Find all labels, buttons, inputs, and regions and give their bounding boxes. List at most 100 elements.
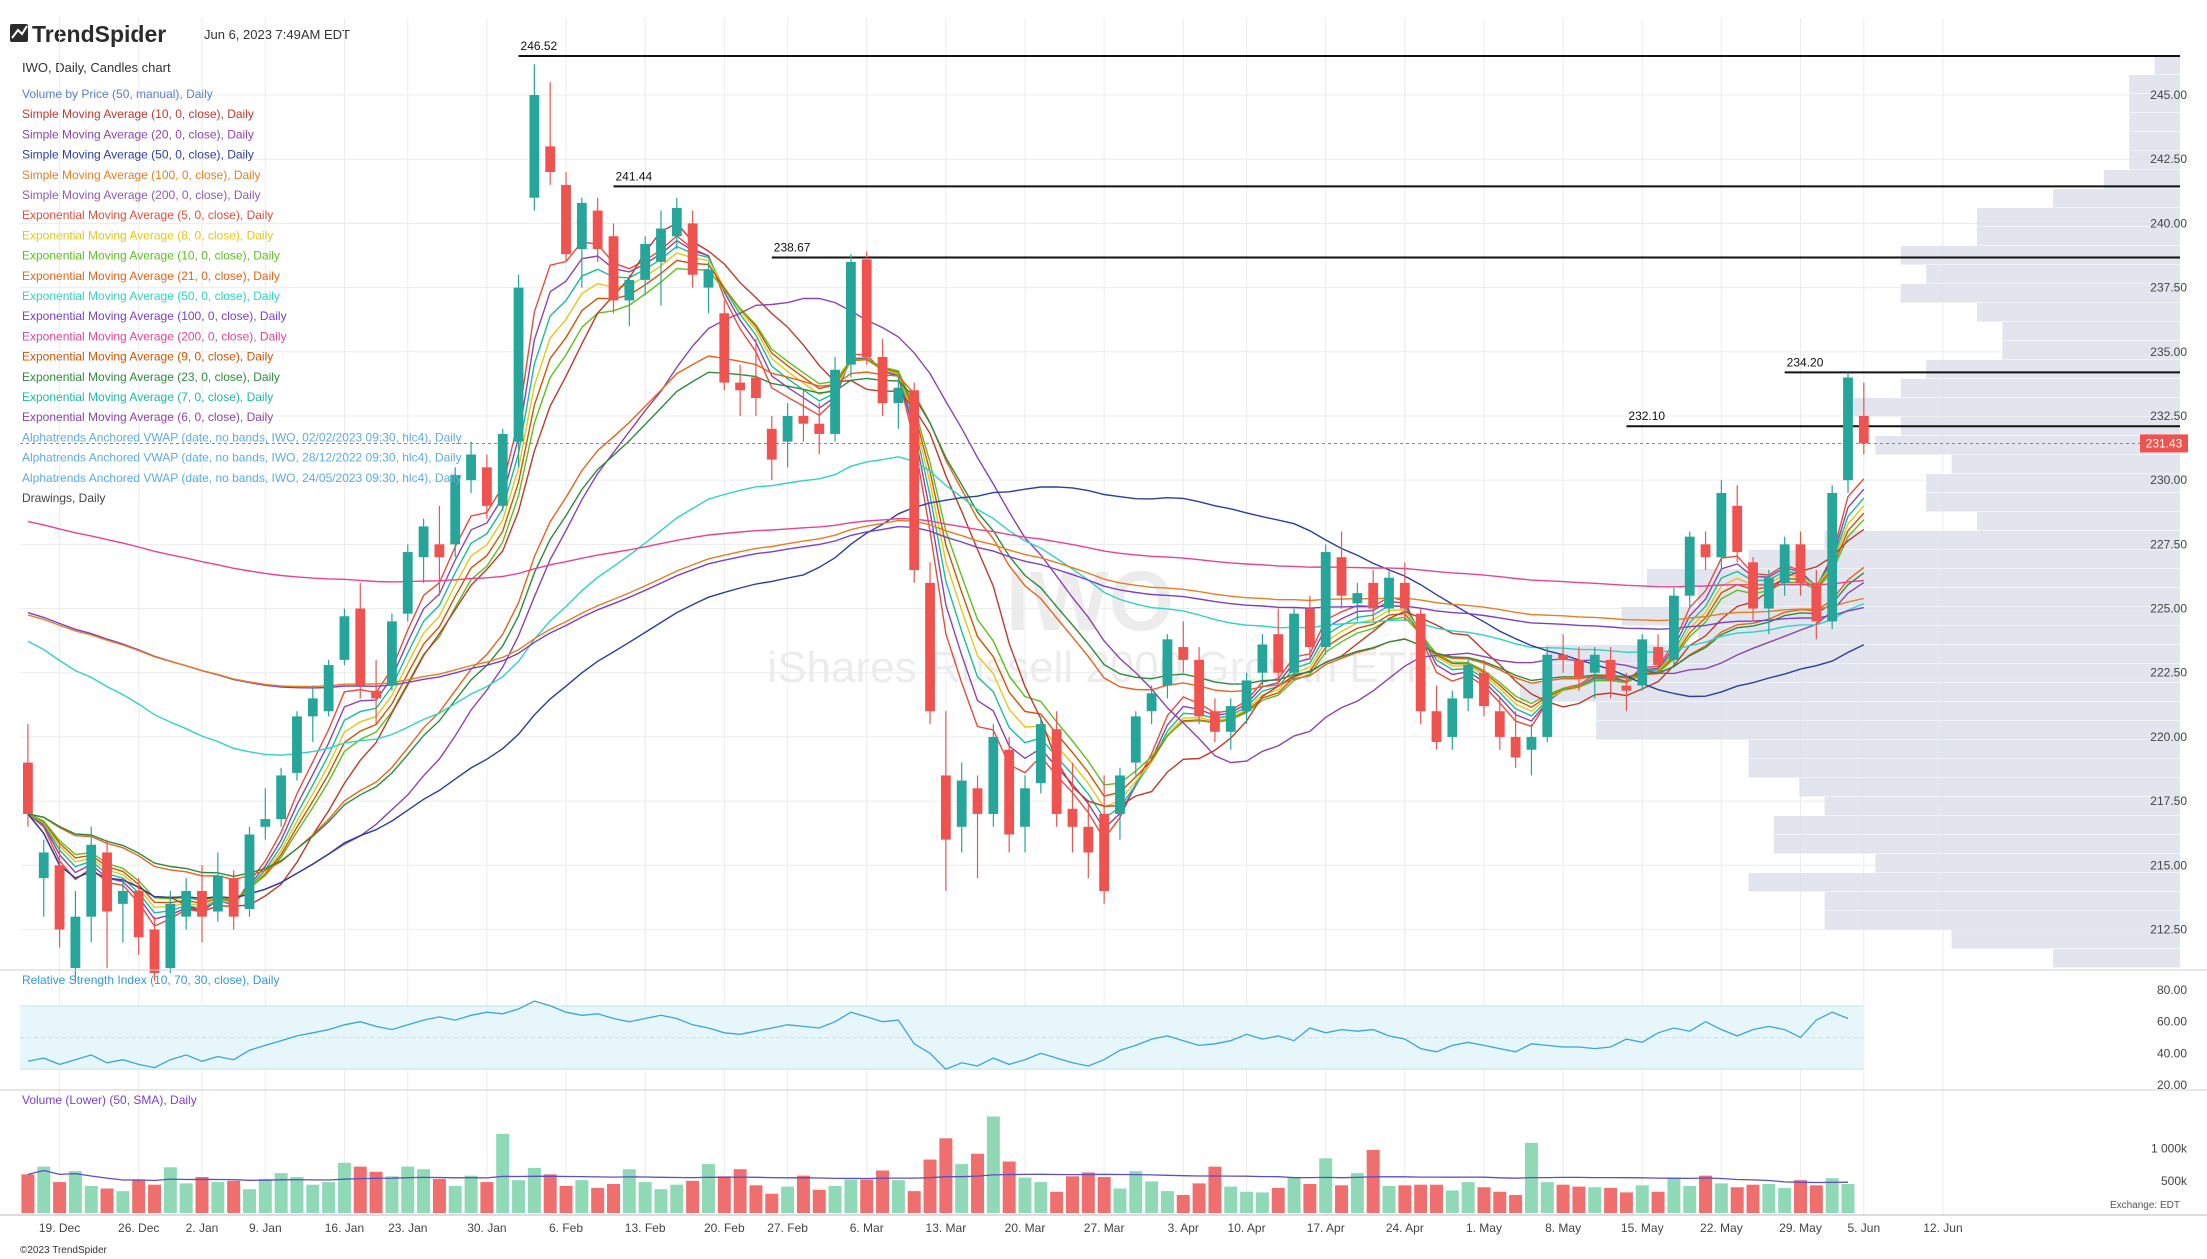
candle[interactable] bbox=[181, 878, 192, 930]
candle[interactable] bbox=[1494, 698, 1505, 750]
candle[interactable] bbox=[339, 608, 350, 666]
candles[interactable] bbox=[23, 64, 1869, 981]
candle[interactable] bbox=[481, 454, 492, 519]
indicator-legend-item[interactable]: Exponential Moving Average (100, 0, clos… bbox=[22, 309, 287, 323]
candle[interactable] bbox=[497, 428, 508, 511]
candle[interactable] bbox=[276, 767, 287, 827]
candle[interactable] bbox=[1542, 647, 1553, 743]
candle[interactable] bbox=[751, 338, 761, 416]
candle[interactable] bbox=[561, 172, 571, 262]
candle[interactable] bbox=[1336, 531, 1347, 609]
candle[interactable] bbox=[1004, 736, 1015, 853]
indicator-legend-item[interactable]: Alphatrends Anchored VWAP (date, no band… bbox=[22, 430, 462, 444]
candle[interactable] bbox=[355, 582, 366, 699]
candle[interactable] bbox=[1368, 570, 1379, 622]
candle[interactable] bbox=[877, 338, 888, 416]
candle[interactable] bbox=[845, 254, 856, 378]
indicator-legend-item[interactable]: Alphatrends Anchored VWAP (date, no band… bbox=[22, 451, 462, 465]
candle[interactable] bbox=[640, 236, 651, 296]
candle[interactable] bbox=[940, 711, 951, 891]
candle[interactable] bbox=[1051, 711, 1062, 827]
candle[interactable] bbox=[1605, 647, 1616, 699]
candle[interactable] bbox=[133, 878, 144, 956]
candle[interactable] bbox=[450, 467, 461, 558]
indicator-legend-item[interactable]: Exponential Moving Average (6, 0, close)… bbox=[22, 410, 273, 424]
candle[interactable] bbox=[117, 878, 128, 943]
indicator-legend-item[interactable]: Exponential Moving Average (10, 0, close… bbox=[22, 249, 280, 263]
candle[interactable] bbox=[925, 562, 935, 725]
candle[interactable] bbox=[402, 544, 413, 622]
candle[interactable] bbox=[1700, 531, 1711, 571]
candle[interactable] bbox=[1510, 711, 1521, 768]
indicator-legend-item[interactable]: Simple Moving Average (10, 0, close), Da… bbox=[22, 107, 254, 121]
candle[interactable] bbox=[830, 356, 840, 442]
candle[interactable] bbox=[260, 788, 271, 840]
candle[interactable] bbox=[1099, 775, 1110, 904]
candle[interactable] bbox=[972, 775, 983, 879]
candle[interactable] bbox=[1083, 801, 1094, 879]
candle[interactable] bbox=[1479, 659, 1489, 717]
candle[interactable] bbox=[244, 826, 255, 917]
indicator-legend-item[interactable]: Exponential Moving Average (5, 0, close)… bbox=[22, 208, 273, 222]
candle[interactable] bbox=[671, 197, 682, 250]
candle[interactable] bbox=[1795, 531, 1806, 596]
candle[interactable] bbox=[1257, 634, 1268, 686]
candle[interactable] bbox=[608, 223, 619, 314]
horizontal-levels[interactable]: 246.52 241.44 238.67 234.20 232.10 bbox=[20, 39, 2180, 444]
candle[interactable] bbox=[909, 382, 920, 583]
candle[interactable] bbox=[102, 839, 112, 968]
candle[interactable] bbox=[371, 659, 382, 725]
indicator-legend-item[interactable]: Alphatrends Anchored VWAP (date, no band… bbox=[22, 471, 462, 485]
candle[interactable] bbox=[1289, 608, 1299, 681]
rsi-pane[interactable]: 80.00 60.00 40.00 20.00 bbox=[20, 983, 2187, 1092]
candle[interactable] bbox=[1748, 557, 1758, 622]
current-price-tag[interactable] bbox=[2140, 434, 2188, 453]
indicator-legend-item[interactable]: Simple Moving Average (200, 0, close), D… bbox=[22, 188, 261, 202]
candle[interactable] bbox=[1447, 690, 1458, 750]
candle[interactable] bbox=[1843, 372, 1853, 493]
candle[interactable] bbox=[1304, 595, 1315, 660]
candle[interactable] bbox=[197, 865, 207, 943]
candle[interactable] bbox=[703, 261, 714, 314]
candle[interactable] bbox=[1273, 608, 1284, 686]
candle[interactable] bbox=[956, 762, 967, 853]
candle[interactable] bbox=[814, 403, 825, 455]
indicator-legend-item[interactable]: Drawings, Daily bbox=[22, 491, 105, 505]
candle[interactable] bbox=[387, 613, 397, 691]
volume-pane[interactable]: 1 000k 500k bbox=[21, 1116, 2188, 1213]
candle[interactable] bbox=[988, 724, 999, 827]
indicator-legend-item[interactable]: Exponential Moving Average (7, 0, close)… bbox=[22, 390, 273, 404]
candle[interactable] bbox=[1684, 531, 1695, 609]
candle[interactable] bbox=[1162, 634, 1173, 699]
candle[interactable] bbox=[893, 377, 904, 429]
indicator-legend-item[interactable]: Exponential Moving Average (23, 0, close… bbox=[22, 370, 280, 384]
indicator-legend-item[interactable]: Exponential Moving Average (21, 0, close… bbox=[22, 269, 280, 283]
candle[interactable] bbox=[1558, 634, 1569, 673]
candle[interactable] bbox=[1067, 762, 1078, 853]
candle[interactable] bbox=[38, 839, 49, 917]
indicator-legend-item[interactable]: Exponential Moving Average (9, 0, close)… bbox=[22, 350, 273, 364]
candle[interactable] bbox=[165, 890, 176, 974]
candle[interactable] bbox=[1178, 621, 1189, 673]
candle[interactable] bbox=[513, 274, 524, 468]
candle[interactable] bbox=[466, 441, 476, 493]
candle[interactable] bbox=[529, 64, 540, 211]
candle[interactable] bbox=[1210, 698, 1220, 743]
candle[interactable] bbox=[719, 300, 730, 391]
indicator-legend-item[interactable]: Volume by Price (50, manual), Daily bbox=[22, 87, 213, 101]
candle[interactable] bbox=[735, 364, 746, 416]
indicator-legend-item[interactable]: Simple Moving Average (20, 0, close), Da… bbox=[22, 127, 254, 141]
candle[interactable] bbox=[576, 197, 587, 288]
candle[interactable] bbox=[323, 659, 334, 717]
candle[interactable] bbox=[1146, 685, 1157, 725]
candle[interactable] bbox=[592, 197, 603, 262]
candle[interactable] bbox=[434, 505, 445, 596]
candle[interactable] bbox=[1716, 480, 1727, 571]
candle[interactable] bbox=[1858, 382, 1869, 455]
indicator-legend-item[interactable]: Exponential Moving Average (50, 0, close… bbox=[22, 289, 280, 303]
candle[interactable] bbox=[1399, 562, 1410, 622]
candle[interactable] bbox=[624, 274, 635, 327]
candle[interactable] bbox=[1115, 767, 1125, 840]
candle[interactable] bbox=[1732, 485, 1743, 563]
